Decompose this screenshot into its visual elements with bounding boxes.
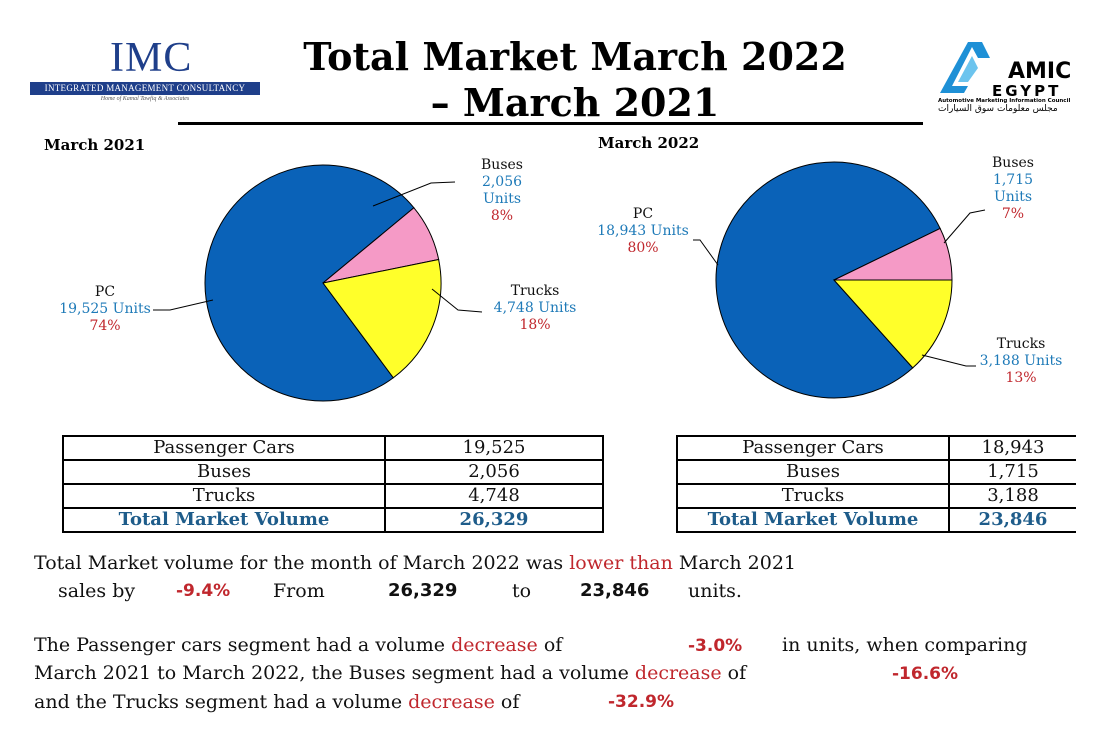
table-cell-label: Buses (62, 459, 386, 485)
summary-to-label: to (512, 580, 532, 602)
pie2-slice-trucks (832, 279, 953, 369)
pie-chart-march-2021 (153, 161, 986, 402)
pie1-label-buses: Buses 2,056 Units 8% (481, 157, 523, 224)
summary-total-change-pct: -9.4% (176, 581, 231, 601)
summary-units-label: units. (688, 580, 742, 602)
imc-logo-bar: INTEGRATED MANAGEMENT CONSULTANCY (30, 82, 260, 95)
table-row: Passenger Cars 19,525 (62, 435, 604, 461)
table-cell-value: 18,943 (948, 435, 1076, 461)
table-row: Buses 2,056 (62, 459, 604, 485)
table-cell-label: Trucks (62, 483, 386, 509)
pie2-leader-buses (943, 209, 986, 244)
table-row: Trucks 3,188 (676, 483, 1076, 509)
imc-logo-text: IMC (110, 35, 193, 81)
table-march-2022: Passenger Cars 18,943 Buses 1,715 Trucks… (676, 435, 1076, 533)
summary-from-label: From (273, 580, 325, 602)
amic-logo: AMIC EGYPT Automotive Marketing Informat… (938, 38, 1078, 123)
table-total-label: Total Market Volume (676, 507, 950, 533)
table-row: Buses 1,715 (676, 459, 1076, 485)
amic-logo-caption: Automotive Marketing Information Council… (938, 98, 1071, 114)
chart-title-march-2021: March 2021 (44, 136, 146, 154)
table-cell-value: 1,715 (948, 459, 1076, 485)
pie2-label-trucks: Trucks 3,188 Units 13% (979, 336, 1063, 386)
summary-trucks-change-pct: -32.9% (608, 692, 675, 712)
pie1-label-pc: PC 19,525 Units 74% (59, 284, 151, 334)
title-line-2: – March 2021 (430, 80, 720, 125)
summary-buses-change-pct: -16.6% (892, 664, 959, 684)
table-cell-label: Passenger Cars (62, 435, 386, 461)
summary-pc-line: The Passenger cars segment had a volume … (34, 634, 563, 656)
summary-pc-line-end: in units, when comparing (782, 634, 1028, 656)
pie2-leader-trucks (921, 354, 976, 367)
amic-logo-mark: AMIC EGYPT (940, 42, 1071, 100)
imc-logo-tagline: Home of Kamal Tawfiq & Associates (100, 96, 190, 102)
table-row: Trucks 4,748 (62, 483, 604, 509)
table-total-value: 26,329 (384, 507, 604, 533)
table-total-row: Total Market Volume 26,329 (62, 507, 604, 533)
summary-trucks-line: and the Trucks segment had a volume decr… (34, 691, 520, 713)
pie2-label-buses: Buses 1,715 Units 7% (992, 155, 1034, 222)
table-march-2021: Passenger Cars 19,525 Buses 2,056 Trucks… (62, 435, 604, 533)
amic-logo-text: AMIC (1008, 59, 1071, 84)
summary-line-2-sales-by: sales by (58, 580, 136, 602)
summary-to-value: 23,846 (580, 580, 650, 601)
imc-logo: IMC INTEGRATED MANAGEMENT CONSULTANCY Ho… (30, 34, 260, 104)
pie2-leader-pc (693, 239, 719, 266)
pie1-slice-pc (204, 164, 415, 402)
table-cell-label: Passenger Cars (676, 435, 950, 461)
table-cell-value: 4,748 (384, 483, 604, 509)
table-cell-label: Buses (676, 459, 950, 485)
table-cell-value: 19,525 (384, 435, 604, 461)
summary-buses-line: March 2021 to March 2022, the Buses segm… (34, 662, 747, 684)
pie1-slice-trucks (322, 258, 442, 379)
table-row: Passenger Cars 18,943 (676, 435, 1076, 461)
pie1-leader-buses (372, 181, 456, 207)
pie1-label-trucks: Trucks 4,748 Units 18% (493, 283, 577, 333)
pie1-leader-pc (153, 299, 214, 311)
pie2-slice-pc (715, 161, 941, 399)
table-total-label: Total Market Volume (62, 507, 386, 533)
title-underline (178, 122, 923, 125)
table-total-value: 23,846 (948, 507, 1076, 533)
table-cell-label: Trucks (676, 483, 950, 509)
table-cell-value: 3,188 (948, 483, 1076, 509)
chart-title-march-2022: March 2022 (598, 134, 700, 152)
pie2-label-pc: PC 18,943 Units 80% (597, 206, 689, 256)
summary-pc-change-pct: -3.0% (688, 636, 743, 656)
title-line-1: Total Market March 2022 (303, 34, 847, 79)
summary-line-1: Total Market volume for the month of Mar… (34, 552, 797, 574)
page-title: Total Market March 2022 – March 2021 (290, 34, 860, 126)
table-cell-value: 2,056 (384, 459, 604, 485)
pie1-leader-trucks (431, 288, 483, 313)
table-total-row: Total Market Volume 23,846 (676, 507, 1076, 533)
amic-logo-sub: EGYPT (992, 82, 1061, 98)
summary-from-value: 26,329 (388, 580, 458, 601)
